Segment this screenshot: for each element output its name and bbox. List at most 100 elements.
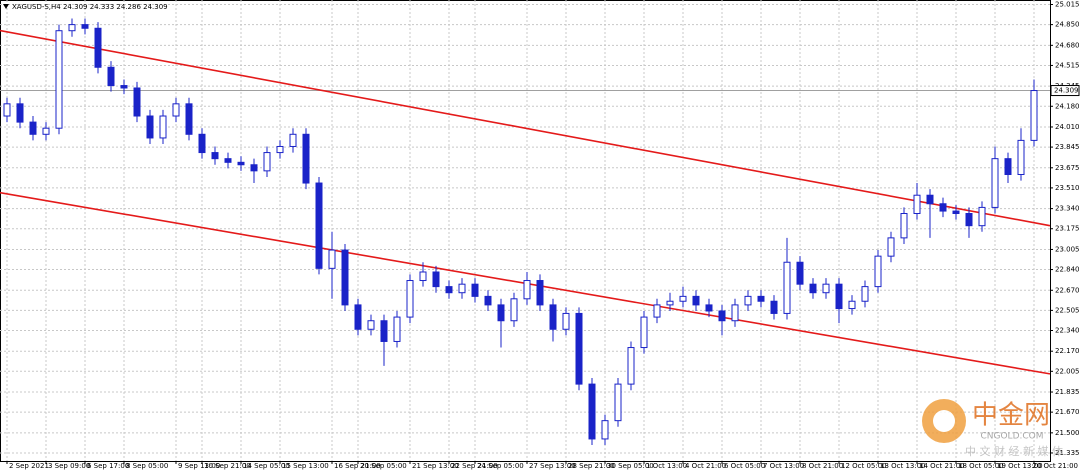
candle-body <box>497 304 505 322</box>
x-tick-label: 20 Oct 21:00 <box>1032 462 1078 470</box>
candle-body <box>159 115 167 139</box>
x-tick-label: 8 Oct 21:00 <box>802 462 843 470</box>
candle-body <box>900 213 908 239</box>
candle-body <box>42 127 50 135</box>
x-tick-label: 2 Sep 2021 <box>9 462 49 470</box>
candle-body <box>406 280 414 318</box>
x-tick-label: 13 Oct 13:00 <box>880 462 926 470</box>
x-tick-label: 20 Sep 05:00 <box>360 462 407 470</box>
y-tick-label: 21.835 <box>1055 388 1080 396</box>
watermark-site: CNGOLD.COM <box>980 432 1043 442</box>
x-tick-label: 15 Sep 13:00 <box>282 462 329 470</box>
candle-body <box>978 206 986 227</box>
candle-body <box>250 164 258 172</box>
candle-body <box>107 66 115 87</box>
candle-body <box>835 283 843 310</box>
x-tick-label: 6 Sep 17:00 <box>87 462 129 470</box>
last-price-label: 24.309 <box>1054 87 1079 95</box>
candle-body <box>796 261 804 285</box>
candle-body <box>809 283 817 294</box>
x-tick-label: 19 Oct 13:00 <box>997 462 1043 470</box>
candle-body <box>1017 139 1025 176</box>
y-tick-label: 24.515 <box>1055 61 1080 69</box>
candle-body <box>263 152 271 172</box>
x-tick-label: 30 Sep 05:00 <box>607 462 654 470</box>
x-tick-label: 14 Oct 21:00 <box>919 462 965 470</box>
y-tick-label: 22.505 <box>1055 306 1080 314</box>
candle-body <box>705 304 713 312</box>
candle-body <box>718 310 726 322</box>
candle-body <box>211 152 219 160</box>
x-tick-label: 9 Sep 13:00 <box>178 462 220 470</box>
candle-body <box>146 115 154 139</box>
candle-body <box>445 286 453 294</box>
candle-body <box>380 320 388 342</box>
y-tick-label: 22.170 <box>1055 347 1080 355</box>
chart-title: XAGUSD-S,H4 24.309 24.333 24.286 24.309 <box>12 3 168 11</box>
candle-body <box>926 194 934 205</box>
x-tick-label: 6 Oct 05:00 <box>724 462 765 470</box>
candle-body <box>1030 90 1038 141</box>
candle-body <box>276 145 284 154</box>
plot-frame <box>0 0 1051 462</box>
candle-body <box>562 312 570 330</box>
candle-body <box>744 295 752 306</box>
candle-body <box>952 210 960 215</box>
candle-body <box>224 158 232 163</box>
candle-body <box>848 300 856 310</box>
y-tick-label: 21.335 <box>1055 449 1080 457</box>
candle-body <box>549 304 557 330</box>
candle-body <box>68 24 76 32</box>
logo-inner <box>933 410 955 432</box>
candle-body <box>133 87 141 117</box>
x-tick-label: 24 Sep 05:00 <box>477 462 524 470</box>
candle-body <box>575 312 583 385</box>
y-tick-label: 24.180 <box>1055 102 1080 110</box>
candle-body <box>666 300 674 306</box>
candle-body <box>887 237 895 257</box>
candle-body <box>510 298 518 322</box>
candle-body <box>653 304 661 318</box>
candle-body <box>94 27 102 68</box>
candle-body <box>354 304 362 330</box>
y-tick-label: 24.850 <box>1055 21 1080 29</box>
y-tick-label: 23.175 <box>1055 225 1080 233</box>
candle-body <box>185 103 193 135</box>
y-tick-label: 22.005 <box>1055 367 1080 375</box>
x-tick-label: 28 Sep 21:00 <box>568 462 615 470</box>
x-tick-label: 12 Oct 05:00 <box>841 462 887 470</box>
candle-body <box>874 255 882 288</box>
candle-body <box>458 283 466 294</box>
candle-body <box>341 249 349 306</box>
y-tick-label: 25.015 <box>1055 1 1080 9</box>
candle-body <box>822 283 830 294</box>
candle-body <box>770 300 778 314</box>
candle-body <box>627 347 635 385</box>
candle-body <box>913 194 921 215</box>
y-tick-label: 23.675 <box>1055 164 1080 172</box>
candle-body <box>731 304 739 322</box>
candle-body <box>484 295 492 306</box>
x-tick-label: 7 Oct 13:00 <box>763 462 804 470</box>
candle-body <box>393 316 401 342</box>
y-tick-label: 24.010 <box>1055 123 1080 131</box>
candle-body <box>432 271 440 288</box>
y-tick-label: 24.680 <box>1055 41 1080 49</box>
last-price-box <box>1050 85 1080 97</box>
candle-body <box>55 30 63 129</box>
x-tick-label: 21 Sep 13:00 <box>412 462 459 470</box>
candle-body <box>614 383 622 422</box>
candle-body <box>536 280 544 306</box>
watermark-name: 中金网 <box>972 401 1050 431</box>
y-tick-label: 23.340 <box>1055 205 1080 213</box>
candle-body <box>16 103 24 123</box>
x-tick-label: 3 Sep 09:00 <box>48 462 90 470</box>
y-tick-label: 23.005 <box>1055 245 1080 253</box>
candle-body <box>81 24 89 29</box>
candle-body <box>939 203 947 212</box>
y-tick-label: 22.340 <box>1055 326 1080 334</box>
candle-body <box>588 383 596 440</box>
y-tick-label: 22.670 <box>1055 286 1080 294</box>
y-tick-label: 21.500 <box>1055 429 1080 437</box>
candle-body <box>1004 158 1012 176</box>
